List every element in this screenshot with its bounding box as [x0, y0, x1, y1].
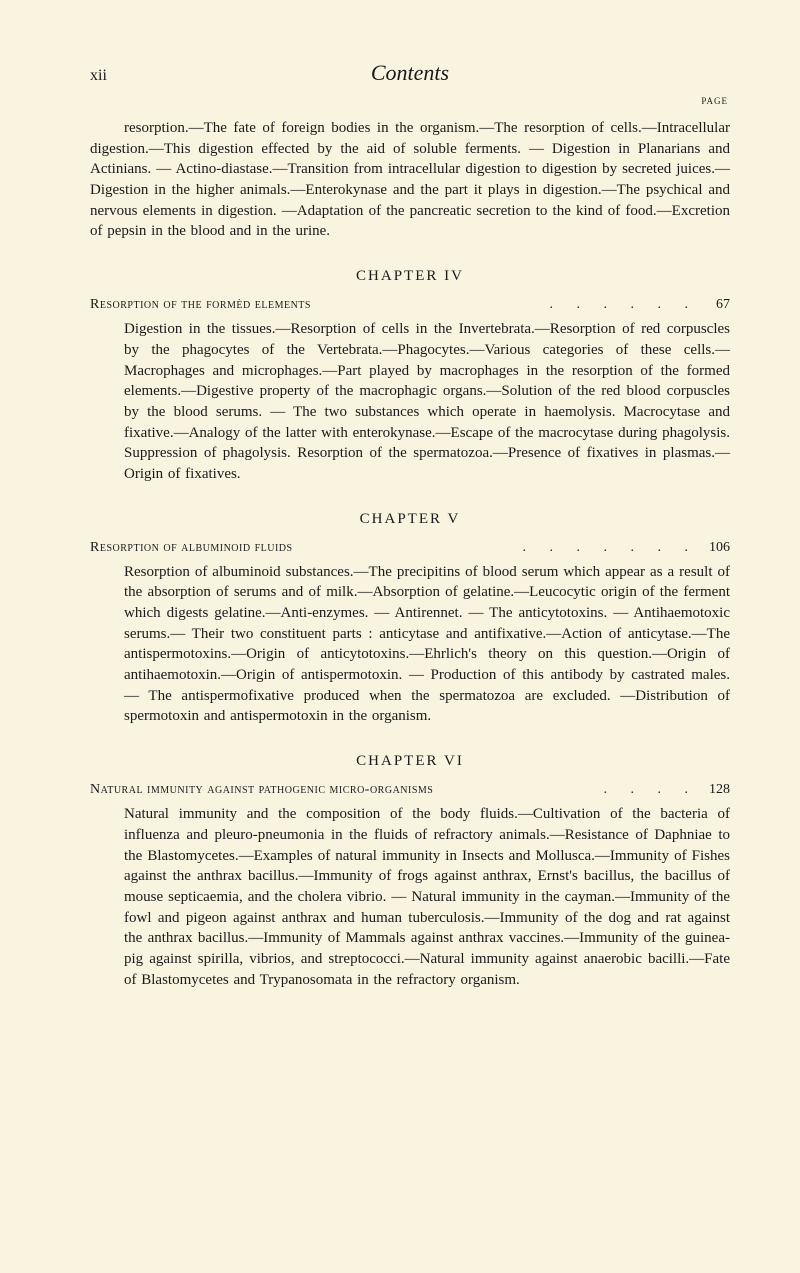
- section-title: Resorption of the formèd elements: [90, 297, 311, 313]
- header-title: Contents: [230, 60, 590, 86]
- section-page-number: 67: [702, 297, 730, 313]
- page-container: xii Contents PAGE resorption.—The fate o…: [0, 0, 800, 1070]
- chapter-body: Digestion in the tissues.—Resorption of …: [90, 319, 730, 485]
- leader-dots: . . . .: [437, 782, 698, 798]
- chapter-heading: CHAPTER IV: [90, 268, 730, 285]
- chapter-body: Natural immunity and the composition of …: [90, 804, 730, 990]
- leader-dots: . . . . . .: [315, 297, 698, 313]
- section-page-number: 106: [702, 540, 730, 556]
- section-title: Natural immunity against pathogenic micr…: [90, 782, 433, 798]
- page-column-label: PAGE: [90, 96, 730, 106]
- section-row: Resorption of the formèd elements . . . …: [90, 297, 730, 313]
- section-title: Resorption of albuminoid fluids: [90, 540, 293, 556]
- section-page-number: 128: [702, 782, 730, 798]
- chapter-body: Resorption of albuminoid substances.—The…: [90, 562, 730, 728]
- leader-dots: . . . . . . .: [297, 540, 698, 556]
- page-number-roman: xii: [90, 67, 230, 85]
- section-row: Natural immunity against pathogenic micr…: [90, 782, 730, 798]
- page-header: xii Contents: [90, 60, 730, 86]
- intro-paragraph: resorption.—The fate of foreign bodies i…: [90, 118, 730, 242]
- chapter-heading: CHAPTER V: [90, 511, 730, 528]
- section-row: Resorption of albuminoid fluids . . . . …: [90, 540, 730, 556]
- chapter-heading: CHAPTER VI: [90, 753, 730, 770]
